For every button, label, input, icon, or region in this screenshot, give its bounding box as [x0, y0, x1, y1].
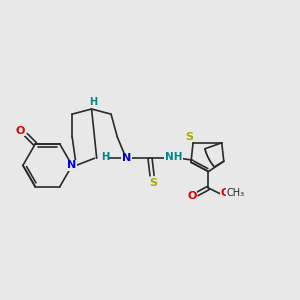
Text: S: S: [185, 132, 193, 142]
Text: H: H: [101, 152, 109, 162]
Text: O: O: [187, 191, 197, 201]
Text: N: N: [68, 160, 77, 170]
Text: N: N: [68, 160, 77, 170]
Text: O: O: [187, 191, 197, 201]
Text: S: S: [149, 178, 157, 188]
Text: N: N: [122, 153, 131, 163]
Text: H: H: [90, 97, 98, 107]
Text: N: N: [122, 153, 131, 163]
Text: CH₃: CH₃: [226, 188, 244, 198]
Text: CH₃: CH₃: [226, 188, 244, 198]
Text: S: S: [185, 132, 193, 142]
Text: O: O: [220, 188, 230, 198]
Text: NH: NH: [165, 152, 182, 162]
Text: O: O: [220, 188, 230, 198]
Text: O: O: [15, 126, 25, 136]
Text: S: S: [149, 178, 157, 188]
Text: H: H: [101, 152, 109, 162]
Text: O: O: [15, 126, 25, 136]
Text: NH: NH: [165, 152, 182, 162]
Text: H: H: [90, 97, 98, 107]
